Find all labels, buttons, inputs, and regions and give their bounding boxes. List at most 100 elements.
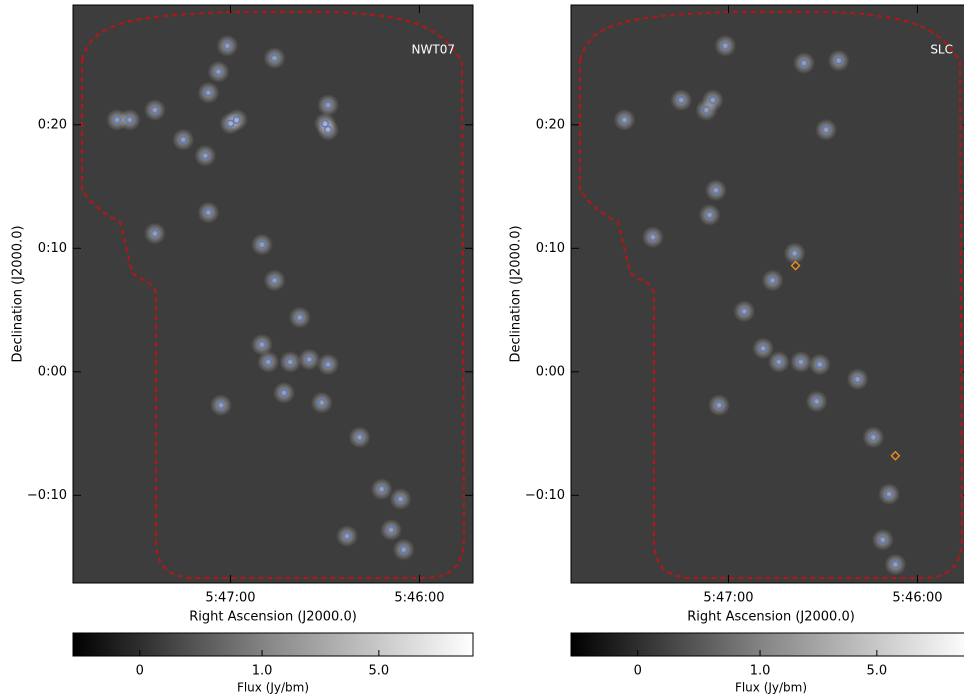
y-tick-label: −0:10 <box>525 488 565 503</box>
source-circle <box>759 344 768 353</box>
emission-glow <box>257 350 280 373</box>
emission-glow <box>317 94 340 117</box>
emission-glow <box>118 108 141 131</box>
source-circle <box>150 105 159 114</box>
emission-glow <box>380 518 403 541</box>
emission-glow <box>752 337 775 360</box>
x-tick-label: 5:46:00 <box>892 591 942 606</box>
y-tick-label: 0:10 <box>38 241 67 256</box>
source-circle <box>223 41 232 50</box>
source-circle <box>232 115 241 124</box>
emission-glow <box>613 108 636 131</box>
emission-glow <box>194 144 217 167</box>
source-circle <box>677 96 686 105</box>
emission-glow <box>793 52 816 75</box>
source-circle <box>648 233 657 242</box>
y-tick-label: 0:20 <box>536 117 565 132</box>
source-circle <box>324 101 333 110</box>
source-circle <box>715 401 724 410</box>
emission-glow <box>871 528 894 551</box>
emission-glow <box>298 348 321 371</box>
emission-glow <box>704 179 727 202</box>
x-tick-label: 5:47:00 <box>205 591 255 606</box>
emission-glow <box>310 391 333 414</box>
emission-glow <box>698 203 721 226</box>
emission-glow <box>317 118 340 141</box>
image-background <box>571 5 964 583</box>
source-circle <box>869 433 878 442</box>
colorbar-tick-label: 1.0 <box>750 664 771 679</box>
emission-glow <box>216 34 239 57</box>
emission-glow <box>389 488 412 511</box>
emission-glow <box>846 368 869 391</box>
x-tick-label: 5:47:00 <box>703 591 753 606</box>
emission-glow <box>392 538 415 561</box>
colorbar-tick-label: 5.0 <box>368 664 389 679</box>
source-circle <box>834 56 843 65</box>
colorbar-label: Flux (Jy/bm) <box>735 681 807 695</box>
source-circle <box>377 485 386 494</box>
source-circle <box>790 249 799 258</box>
axes-frame <box>570 4 964 584</box>
source-circle <box>711 186 720 195</box>
source-circle <box>257 340 266 349</box>
source-circle <box>264 357 273 366</box>
emission-glow <box>827 49 850 72</box>
image-background <box>73 5 473 583</box>
source-circle <box>286 357 295 366</box>
emission-glow <box>805 390 828 413</box>
source-circle <box>320 119 329 128</box>
source-circle <box>796 357 805 366</box>
source-circle <box>815 360 824 369</box>
emission-glow <box>263 47 286 70</box>
source-circle <box>324 360 333 369</box>
y-tick-label: 0:00 <box>38 364 67 379</box>
source-circle <box>295 313 304 322</box>
emission-glow <box>815 118 838 141</box>
source-diamond <box>790 260 801 271</box>
emission-glow <box>767 350 790 373</box>
emission-glow <box>197 81 220 104</box>
emission-glow <box>641 226 664 249</box>
source-circle <box>150 229 159 238</box>
emission-glow <box>708 394 731 417</box>
emission-glow <box>273 381 296 404</box>
x-axis-label: Right Ascension (J2000.0) <box>189 610 357 625</box>
source-circle <box>721 41 730 50</box>
source-circle <box>257 240 266 249</box>
emission-glow <box>143 222 166 245</box>
panel: NWT07 5:47:00 5:46:00 0:20 0:10 0:00 −0:10 Righ… <box>11 4 474 695</box>
source-circle <box>280 388 289 397</box>
source-circle <box>822 125 831 134</box>
y-tick-label: −0:10 <box>27 488 67 503</box>
source-circle <box>740 307 749 316</box>
emission-glow <box>207 60 230 83</box>
emission-glow <box>250 333 273 356</box>
emission-glow <box>263 269 286 292</box>
source-circle <box>708 96 717 105</box>
emission-glow <box>695 98 718 121</box>
colorbar-tick-label: 0 <box>136 664 144 679</box>
source-circle <box>214 67 223 76</box>
emission-glow <box>197 201 220 224</box>
source-circle <box>179 135 188 144</box>
image-area <box>571 5 964 583</box>
emission-glow <box>714 34 737 57</box>
emission-glow <box>210 394 233 417</box>
source-circle <box>204 208 213 217</box>
panel-label: NWT07 <box>412 43 455 57</box>
source-circle <box>387 525 396 534</box>
source-circle <box>774 357 783 366</box>
axes-frame <box>72 4 474 584</box>
emission-glow <box>225 108 248 131</box>
source-circle <box>226 119 235 128</box>
colorbar-label: Flux (Jy/bm) <box>237 681 309 695</box>
source-circle <box>812 397 821 406</box>
image-area <box>73 5 473 583</box>
source-circle <box>355 433 364 442</box>
source-circle <box>113 115 122 124</box>
source-circle <box>399 545 408 554</box>
panel-label: SLC <box>930 43 953 57</box>
source-circle <box>317 398 326 407</box>
source-circle <box>270 54 279 63</box>
